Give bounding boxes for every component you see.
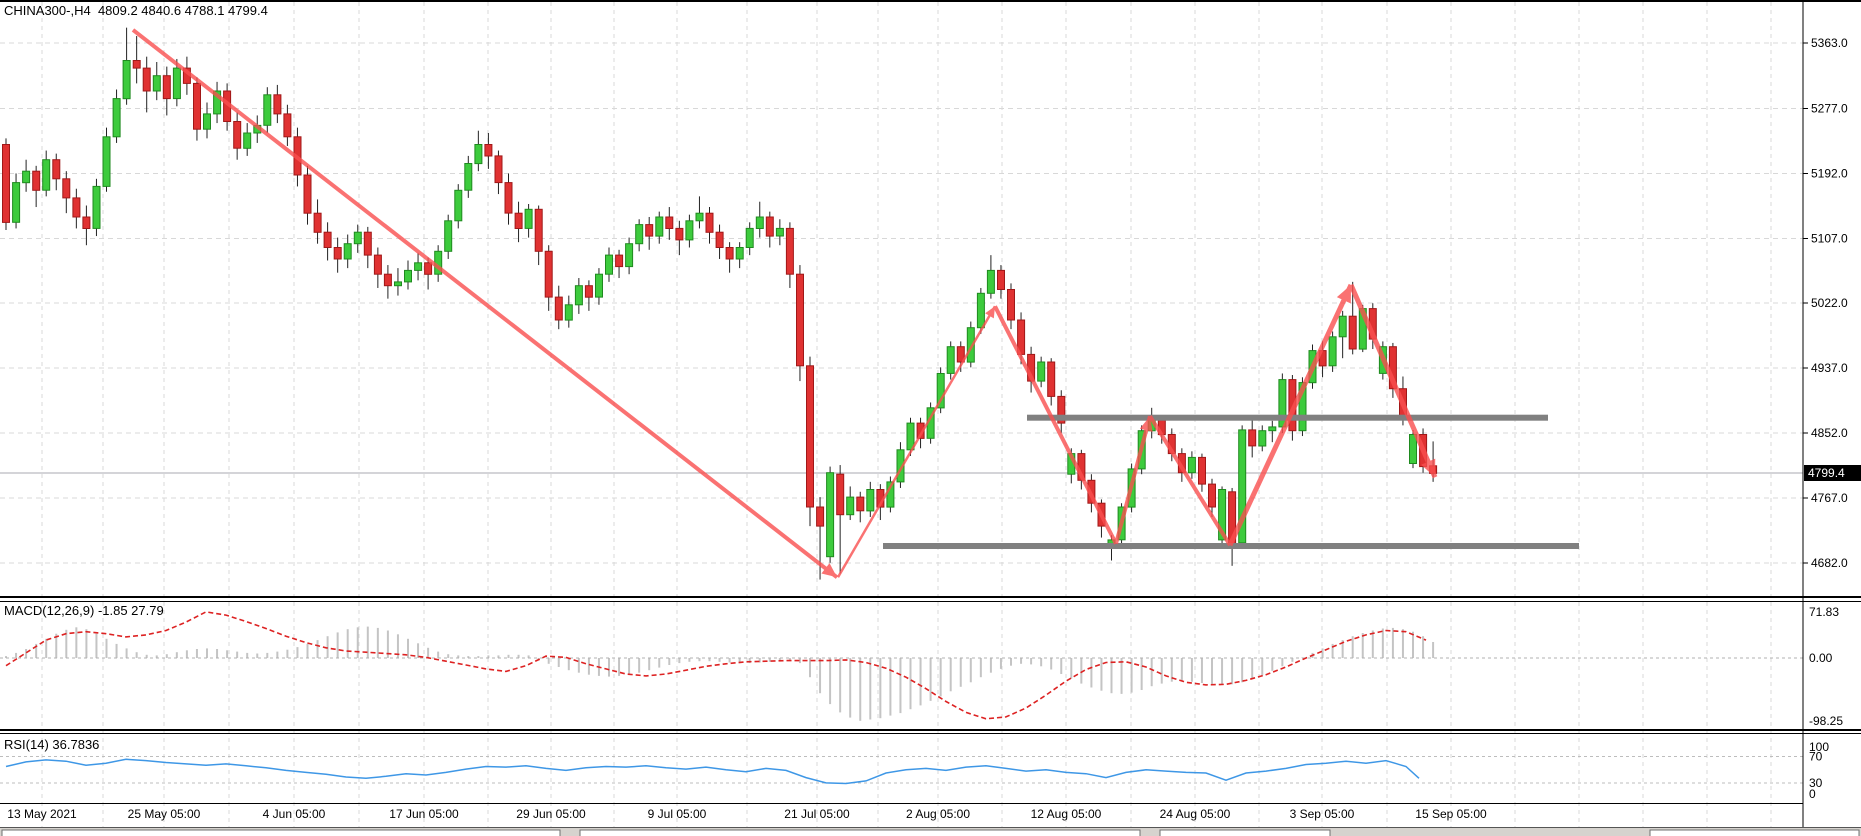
price-tick-label: 4937.0	[1811, 361, 1848, 375]
macd-axis: 71.83 0.00 -98.25	[1809, 605, 1843, 728]
time-tick-label: 21 Jul 05:00	[784, 807, 850, 821]
macd-tick-label: 71.83	[1809, 605, 1839, 619]
time-tick-label: 2 Aug 05:00	[906, 807, 970, 821]
time-axis[interactable]: 13 May 2021 25 May 05:00 4 Jun 05:00 17 Jun…	[7, 807, 1487, 821]
time-tick-label: 13 May 2021	[7, 807, 77, 821]
arrowhead-icon	[985, 306, 995, 319]
arrowhead-icon	[1139, 416, 1153, 433]
price-tick-label: 5022.0	[1811, 296, 1848, 310]
price-tick-label: 4682.0	[1811, 556, 1848, 570]
time-tick-label: 4 Jun 05:00	[263, 807, 326, 821]
rsi-tick-label: 70	[1809, 750, 1823, 764]
price-tick-label: 4767.0	[1811, 491, 1848, 505]
time-tick-label: 9 Jul 05:00	[648, 807, 707, 821]
rsi-tick-label: 30	[1809, 776, 1823, 790]
price-axis[interactable]: 5363.0 5277.0 5192.0 5107.0 5022.0 4937.0 4852…	[1803, 36, 1848, 570]
macd-tick-label: 0.00	[1809, 651, 1833, 665]
time-tick-label: 25 May 05:00	[128, 807, 201, 821]
macd-signal-line	[5, 611, 1427, 720]
macd-panel[interactable]	[0, 611, 1803, 721]
macd-values: -1.85 27.79	[97, 603, 164, 618]
price-tick-label: 5277.0	[1811, 102, 1848, 116]
time-tick-label: 15 Sep 05:00	[1415, 807, 1487, 821]
rsi-tick-label: 0	[1809, 787, 1816, 801]
rsi-indicator-label: RSI(14) 36.7836	[4, 737, 99, 752]
price-tick-label: 5107.0	[1811, 231, 1848, 245]
price-tick-label: 4852.0	[1811, 426, 1848, 440]
rsi-panel[interactable]	[0, 756, 1803, 785]
chart-title: CHINA300-,H4 4809.2 4840.6 4788.1 4799.4	[4, 3, 268, 18]
rsi-value: 36.7836	[52, 737, 100, 752]
arrowhead-icon	[1421, 458, 1436, 478]
time-tick-label: 24 Aug 05:00	[1160, 807, 1231, 821]
symbol-timeframe-label: CHINA300-,H4	[4, 3, 91, 18]
time-tick-label: 29 Jun 05:00	[516, 807, 586, 821]
rsi-tick-label: 100	[1809, 740, 1829, 754]
rsi-name: RSI(14)	[4, 737, 49, 752]
price-tick-label: 5192.0	[1811, 167, 1848, 181]
arrowhead-icon	[1336, 284, 1351, 304]
macd-tick-label: -98.25	[1809, 714, 1843, 728]
time-tick-label: 12 Aug 05:00	[1031, 807, 1102, 821]
current-price-tag: 4799.4	[1804, 465, 1861, 481]
trend-lines[interactable]	[131, 28, 1442, 583]
bottom-strip	[0, 828, 1861, 836]
ohlc-values: 4809.2 4840.6 4788.1 4799.4	[97, 3, 268, 18]
time-tick-label: 17 Jun 05:00	[389, 807, 459, 821]
rsi-line	[5, 758, 1420, 785]
macd-indicator-label: MACD(12,26,9) -1.85 27.79	[4, 603, 164, 618]
price-tick-label: 5363.0	[1811, 36, 1848, 50]
time-tick-label: 3 Sep 05:00	[1290, 807, 1355, 821]
macd-name: MACD(12,26,9)	[4, 603, 95, 618]
arrowhead-icon	[821, 563, 837, 578]
